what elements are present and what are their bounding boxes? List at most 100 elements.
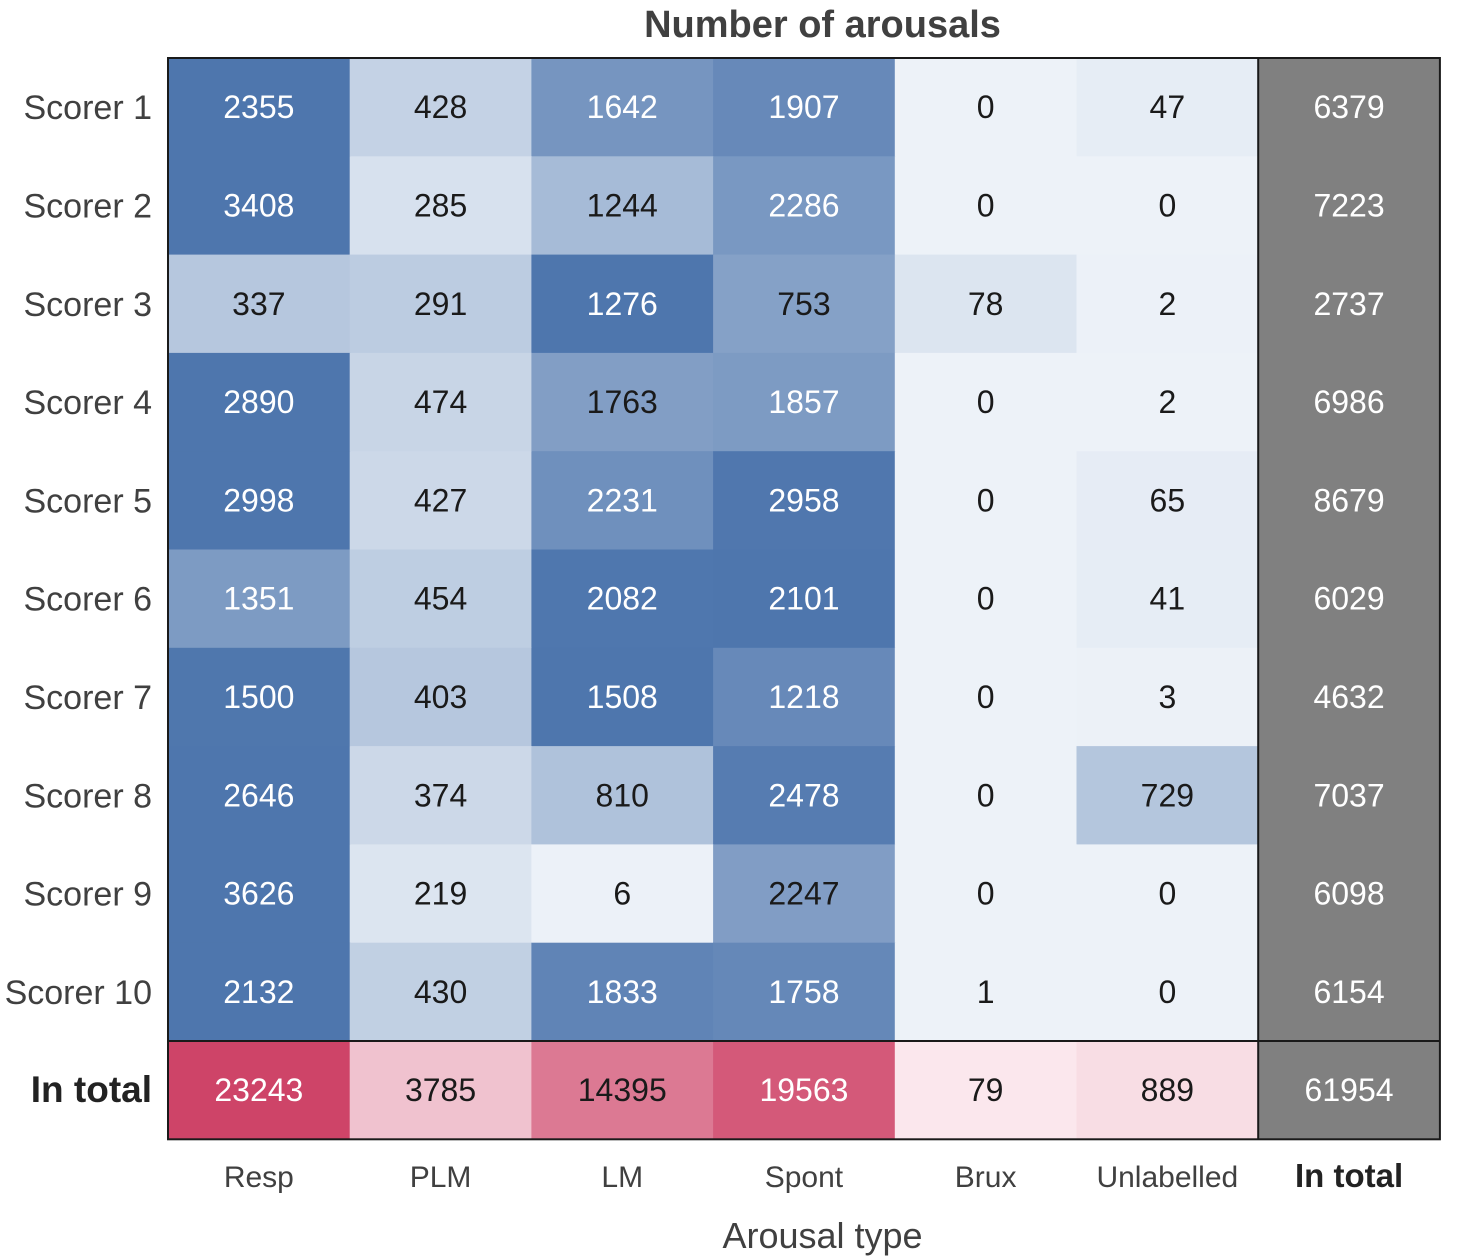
heatmap-cell: [531, 254, 714, 354]
cell-value-label: 1857: [768, 384, 839, 420]
cell-value-label: 2646: [223, 777, 294, 813]
cell-value-label: 6029: [1313, 581, 1384, 617]
heatmap-cell: [1076, 647, 1259, 747]
cell-value-label: 0: [1158, 876, 1176, 912]
heatmap-cell: [1258, 647, 1441, 747]
heatmap-cell: [1258, 58, 1441, 157]
row-label: Scorer 9: [24, 876, 153, 914]
heatmap-cell: [713, 647, 896, 747]
cell-value-label: 2286: [768, 187, 839, 223]
heatmap-cell: [168, 647, 351, 747]
heatmap-cell: [531, 451, 714, 551]
x-axis-title: Arousal type: [722, 1215, 923, 1256]
heatmap-cell: [531, 647, 714, 747]
heatmap-cell: [349, 352, 532, 452]
heatmap-cell: [894, 746, 1078, 845]
heatmap-cell: [168, 1041, 351, 1140]
cell-value-label: 1763: [587, 384, 658, 420]
cell-value-label: 2737: [1313, 286, 1384, 322]
cell-value-label: 0: [977, 89, 995, 125]
heatmap-cell: [894, 58, 1078, 157]
cell-value-label: 0: [977, 581, 995, 617]
cell-value-label: 474: [414, 384, 467, 420]
cell-value-label: 6154: [1313, 974, 1384, 1010]
cell-value-label: 454: [414, 581, 467, 617]
heatmap-cell: [1076, 451, 1259, 551]
row-label: Scorer 6: [24, 581, 153, 619]
cell-value-label: 1218: [768, 679, 839, 715]
cell-value-label: 729: [1141, 777, 1194, 813]
column-label: PLM: [410, 1161, 472, 1194]
heatmap-cell: [894, 1041, 1078, 1140]
cell-value-label: 0: [1158, 187, 1176, 223]
heatmap-cell: [168, 942, 351, 1042]
cell-value-label: 4632: [1313, 679, 1384, 715]
heatmap-cell: [894, 451, 1078, 551]
cell-value-label: 337: [232, 286, 285, 322]
heatmap-cell: [349, 58, 532, 157]
cell-value-label: 2355: [223, 89, 294, 125]
row-label: Scorer 3: [24, 286, 153, 324]
heatmap-cell: [168, 549, 351, 649]
cell-value-label: 1500: [223, 679, 294, 715]
heatmap-cell: [1076, 844, 1259, 944]
cell-value-label: 1276: [587, 286, 658, 322]
heatmap-cell: [1076, 352, 1259, 452]
cell-value-label: 6: [613, 876, 631, 912]
heatmap-cell: [1076, 549, 1259, 649]
cell-value-label: 19563: [759, 1072, 848, 1108]
heatmap-cell: [1076, 746, 1259, 845]
cell-value-label: 2998: [223, 482, 294, 518]
heatmap-cell: [894, 254, 1078, 354]
cell-value-label: 2958: [768, 482, 839, 518]
heatmap-cell: [531, 352, 714, 452]
heatmap-cell: [168, 254, 351, 354]
cell-value-label: 3: [1158, 679, 1176, 715]
heatmap-cell: [894, 156, 1078, 256]
cell-value-label: 2478: [768, 777, 839, 813]
cell-value-label: 6098: [1313, 876, 1384, 912]
heatmap-cell: [1258, 352, 1441, 452]
heatmap-cell: [713, 1041, 896, 1140]
cell-value-label: 6379: [1313, 89, 1384, 125]
cell-value-label: 2890: [223, 384, 294, 420]
row-label: In total: [31, 1069, 152, 1110]
cell-value-label: 219: [414, 876, 467, 912]
cell-value-label: 0: [1158, 974, 1176, 1010]
heatmap-cell: [531, 549, 714, 649]
heatmap-cell: [894, 549, 1078, 649]
heatmap-cell: [1258, 549, 1441, 649]
heatmap-frame: [167, 57, 1441, 1141]
cell-value-label: 374: [414, 777, 467, 813]
cell-value-label: 430: [414, 974, 467, 1010]
cell-value-label: 1351: [223, 581, 294, 617]
cell-value-label: 65: [1150, 482, 1186, 518]
heatmap-cell: [713, 58, 896, 157]
cell-value-label: 47: [1150, 89, 1186, 125]
cell-value-label: 810: [596, 777, 649, 813]
heatmap-cell: [894, 647, 1078, 747]
cell-value-label: 61954: [1305, 1072, 1394, 1108]
cell-value-label: 1907: [768, 89, 839, 125]
heatmap-cell: [894, 844, 1078, 944]
cell-value-label: 2082: [587, 581, 658, 617]
heatmap-cell: [349, 156, 532, 256]
heatmap-cell: [713, 451, 896, 551]
heatmap-cell: [168, 451, 351, 551]
heatmap-cell: [1258, 844, 1441, 944]
heatmap-cell: [1076, 58, 1259, 157]
cell-value-label: 6986: [1313, 384, 1384, 420]
heatmap-cell: [1076, 942, 1259, 1042]
cell-value-label: 8679: [1313, 482, 1384, 518]
cell-value-label: 1642: [587, 89, 658, 125]
cell-value-label: 0: [977, 187, 995, 223]
row-label: Scorer 10: [5, 974, 152, 1012]
heatmap-cell: [168, 58, 351, 157]
row-label: Scorer 4: [24, 384, 153, 422]
heatmap-cell: [1076, 254, 1259, 354]
cell-value-label: 285: [414, 187, 467, 223]
heatmap-cell: [713, 746, 896, 845]
cell-value-label: 7037: [1313, 777, 1384, 813]
heatmap-cell: [531, 844, 714, 944]
